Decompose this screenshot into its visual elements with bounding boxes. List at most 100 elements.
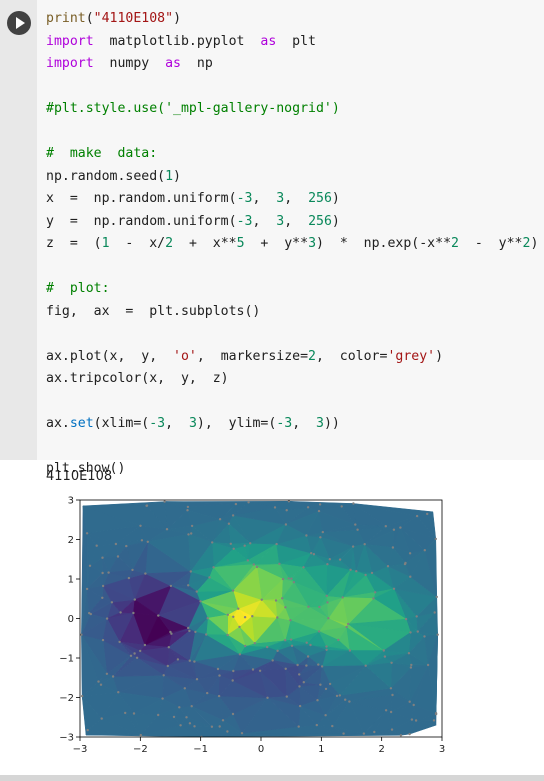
mesh-triangle bbox=[108, 569, 133, 579]
mesh-triangle bbox=[363, 543, 394, 567]
data-point bbox=[252, 563, 255, 566]
data-point bbox=[403, 562, 407, 566]
data-point bbox=[95, 544, 98, 547]
data-point bbox=[410, 663, 413, 667]
scrollbar-bottom[interactable] bbox=[0, 775, 544, 781]
data-point bbox=[208, 576, 211, 579]
data-point bbox=[409, 631, 412, 634]
data-point bbox=[426, 512, 429, 516]
data-point bbox=[324, 714, 327, 717]
data-point bbox=[383, 655, 387, 658]
mesh-triangle bbox=[434, 596, 438, 635]
data-point bbox=[331, 724, 334, 728]
code-text[interactable]: print("4110E108") import matplotlib.pypl… bbox=[46, 11, 539, 476]
data-point bbox=[306, 506, 310, 509]
data-point bbox=[86, 728, 89, 732]
mesh-triangle bbox=[390, 652, 412, 666]
mesh-triangle bbox=[180, 725, 202, 737]
y-tick-label: −1 bbox=[59, 654, 74, 665]
data-point bbox=[125, 544, 128, 548]
data-point bbox=[240, 732, 244, 735]
data-point bbox=[407, 652, 411, 655]
data-point bbox=[348, 649, 352, 652]
data-point bbox=[408, 732, 411, 736]
data-point bbox=[88, 611, 91, 615]
data-point bbox=[305, 664, 308, 667]
data-point bbox=[163, 500, 166, 503]
data-point bbox=[341, 596, 344, 599]
code-cell[interactable]: print("4110E108") import matplotlib.pypl… bbox=[0, 0, 544, 476]
data-point bbox=[391, 546, 395, 549]
data-point bbox=[105, 672, 109, 675]
mesh-triangle bbox=[102, 585, 136, 603]
data-point bbox=[275, 542, 278, 546]
data-point bbox=[349, 568, 352, 571]
data-point bbox=[169, 584, 173, 588]
data-point bbox=[325, 645, 328, 648]
data-point bbox=[146, 540, 149, 543]
data-point bbox=[188, 629, 191, 633]
code-editor[interactable]: print("4110E108") import matplotlib.pypl… bbox=[37, 0, 544, 476]
data-point bbox=[111, 675, 115, 678]
data-point bbox=[116, 555, 120, 558]
data-point bbox=[169, 630, 172, 634]
mesh-triangle bbox=[427, 634, 438, 714]
data-point bbox=[238, 625, 241, 629]
data-point bbox=[408, 552, 412, 555]
data-point bbox=[317, 509, 321, 513]
data-point bbox=[232, 615, 235, 618]
data-point bbox=[139, 524, 142, 527]
data-point bbox=[321, 530, 324, 534]
data-point bbox=[100, 717, 103, 720]
data-point bbox=[227, 522, 231, 525]
data-point bbox=[199, 600, 202, 603]
data-point bbox=[211, 541, 214, 544]
data-point bbox=[434, 537, 437, 541]
mesh-triangle bbox=[424, 538, 438, 597]
data-point bbox=[187, 584, 190, 587]
data-point bbox=[186, 509, 189, 512]
mesh-triangle bbox=[227, 634, 246, 655]
mesh-triangle bbox=[139, 646, 170, 667]
data-point bbox=[347, 622, 350, 626]
data-point bbox=[190, 524, 194, 528]
data-point bbox=[124, 711, 127, 715]
data-point bbox=[284, 667, 287, 670]
data-point bbox=[157, 713, 160, 717]
data-point bbox=[355, 570, 358, 573]
data-point bbox=[161, 697, 164, 700]
data-point bbox=[231, 679, 234, 682]
data-point bbox=[289, 638, 293, 641]
data-point bbox=[399, 526, 402, 529]
data-point bbox=[384, 525, 387, 528]
data-point bbox=[226, 633, 229, 637]
mesh-triangle bbox=[133, 599, 159, 616]
data-point bbox=[80, 633, 83, 636]
mesh-triangle bbox=[355, 543, 373, 574]
y-tick-label: 1 bbox=[68, 575, 74, 586]
data-point bbox=[354, 523, 357, 526]
run-cell-button[interactable] bbox=[7, 11, 31, 35]
data-point bbox=[218, 674, 221, 677]
data-point bbox=[119, 611, 122, 614]
mesh-triangle bbox=[232, 502, 276, 516]
mesh-triangle bbox=[188, 525, 193, 535]
data-point bbox=[188, 659, 191, 662]
data-point bbox=[285, 695, 288, 698]
data-point bbox=[384, 709, 388, 712]
mesh-triangle bbox=[290, 619, 320, 640]
data-point bbox=[297, 725, 300, 728]
data-point bbox=[340, 505, 343, 508]
data-point bbox=[118, 640, 121, 644]
data-point bbox=[292, 581, 296, 584]
data-point bbox=[364, 664, 367, 667]
tripcolor-plot: −3 −2 −1 0 1 2 3 3 2 1 0 −1 −2 −3 bbox=[59, 496, 445, 756]
mesh-triangle bbox=[383, 631, 411, 654]
x-tick-label: 2 bbox=[378, 744, 384, 755]
y-tick-label: 2 bbox=[68, 535, 74, 546]
data-point bbox=[193, 660, 196, 663]
data-point bbox=[317, 663, 320, 666]
data-point bbox=[287, 577, 290, 580]
data-point bbox=[231, 712, 235, 716]
data-point bbox=[423, 549, 426, 552]
